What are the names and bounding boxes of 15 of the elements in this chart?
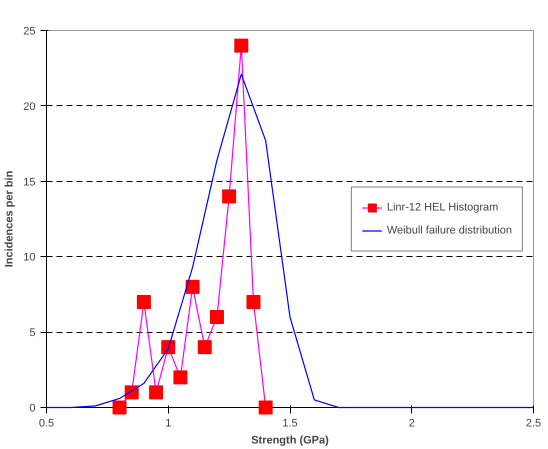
y-tick-label: 0 [29,402,36,414]
y-tick-label: 25 [23,26,36,38]
legend-label: Linr-12 HEL Histogram [386,201,498,213]
legend-label: Weibull failure distribution [386,224,512,236]
y-axis-title: Incidences per bin [3,170,16,268]
y-tick-label: 20 [23,100,36,113]
x-tick-label: 2.5 [526,418,542,430]
y-tick-label: 10 [23,252,36,264]
x-tick-label: 2 [408,418,415,430]
x-tick-label: 0.5 [38,418,54,430]
x-tick-label: 1 [165,418,172,430]
x-tick-label: 1.5 [282,418,298,430]
y-tick-label: 15 [23,176,36,188]
x-axis-title: Strength (GPa) [251,434,330,446]
y-tick-label: 5 [29,327,36,340]
